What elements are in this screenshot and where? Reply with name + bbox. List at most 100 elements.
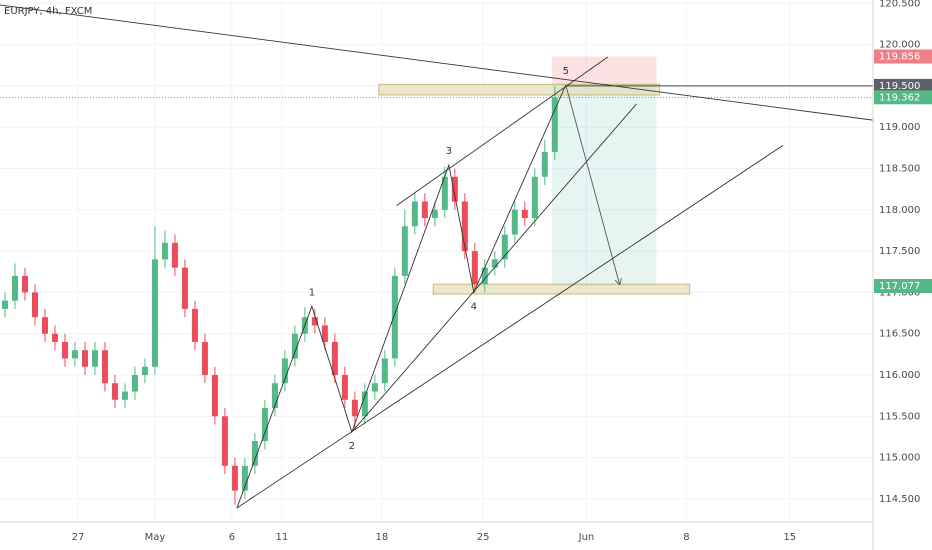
price-tag (874, 49, 932, 64)
candle-body (41, 317, 48, 334)
candle-body (141, 366, 148, 375)
candle-body (311, 317, 318, 326)
trend-line (351, 103, 637, 433)
candle-body (241, 465, 248, 491)
candle-body (431, 209, 438, 219)
candle-body (381, 358, 388, 384)
y-tick-label: 116.500 (879, 329, 920, 340)
candle-body (191, 308, 198, 342)
x-tick-label: May (145, 532, 166, 543)
price-tag-label: 117.077 (879, 281, 920, 292)
candle-body (201, 341, 208, 375)
trend-line (236, 144, 784, 509)
price-tag (874, 90, 932, 105)
candle-body (551, 97, 558, 152)
price-tag-label: 119.856 (879, 51, 920, 62)
candle-body (281, 358, 288, 384)
candle-body (251, 441, 258, 466)
candle-body (341, 374, 348, 400)
zone (432, 283, 691, 295)
candle-body (171, 242, 178, 268)
candle-body (471, 251, 478, 285)
y-tick-label: 117.500 (879, 246, 920, 257)
trend-line (0, 4, 873, 121)
price-tag (874, 78, 932, 93)
price-tag-label: 119.500 (879, 81, 920, 92)
x-tick-label: Jun (578, 532, 595, 543)
zone (378, 83, 661, 96)
axes: 114.500 115.000 115.500 116.000 116.500 117.0… (72, 0, 932, 543)
candle-body (111, 383, 118, 400)
candle-body (61, 341, 68, 359)
arrow-head (614, 279, 621, 286)
candle-body (271, 383, 278, 409)
x-tick-label: 25 (477, 532, 490, 543)
candle-body (351, 399, 358, 417)
x-tick-label: 11 (276, 532, 289, 543)
candle-body (161, 242, 168, 260)
wave-label: 1 (309, 287, 315, 298)
candle-body (511, 209, 518, 235)
x-tick-label: 8 (683, 532, 689, 543)
candle-body (101, 350, 108, 384)
candle-body (531, 176, 538, 219)
wave-label: 4 (471, 301, 477, 312)
candle-body (491, 259, 498, 268)
candle-body (451, 176, 458, 202)
y-tick-label: 118.000 (879, 205, 920, 216)
candle-body (11, 275, 18, 301)
wave-label: 3 (446, 146, 452, 157)
chart-title: EURJPY, 4h, FXCM (4, 6, 92, 17)
wave-label: 5 (563, 66, 569, 77)
price-tag-label: 119.362 (879, 92, 920, 103)
y-tick-label: 115.000 (879, 453, 920, 464)
candle-body (151, 259, 158, 367)
y-tick-label: 114.500 (879, 494, 920, 505)
candle-body (411, 201, 418, 227)
candle-body (51, 333, 58, 342)
x-tick-label: 18 (375, 532, 388, 543)
x-tick-label: 6 (229, 532, 235, 543)
candle-body (71, 350, 78, 359)
stop-zone (551, 56, 657, 86)
candle-body (121, 391, 128, 400)
candle-body (521, 209, 528, 219)
wave-label: 2 (349, 441, 355, 452)
target-zone (551, 85, 657, 287)
candle-body (391, 275, 398, 359)
y-tick-label: 120.500 (879, 0, 920, 9)
y-tick-label: 115.500 (879, 411, 920, 422)
candle-body (501, 234, 508, 260)
candle-body (401, 226, 408, 276)
arrow-head (619, 278, 622, 286)
candle-body (541, 151, 548, 177)
candle-body (441, 176, 448, 210)
candle-body (461, 201, 468, 252)
candle-body (81, 350, 88, 367)
candle-body (221, 416, 228, 466)
candle-body (1, 300, 8, 309)
candle-body (21, 275, 28, 293)
x-tick-label: 15 (783, 532, 796, 543)
y-tick-label: 119.000 (879, 122, 920, 133)
candle-body (481, 267, 488, 285)
candle-body (211, 374, 218, 417)
candle-body (361, 391, 368, 417)
trend-line (396, 56, 609, 207)
candle-body (331, 341, 338, 375)
grid (0, 0, 873, 522)
y-tick-label: 118.500 (879, 163, 920, 174)
candle-body (131, 374, 138, 392)
arrow (565, 84, 621, 286)
candle-body (181, 267, 188, 309)
candle-body (231, 465, 238, 491)
candle-body (371, 383, 378, 392)
candle-body (261, 408, 268, 442)
candle-body (321, 325, 328, 342)
y-tick-label: 116.000 (879, 370, 920, 381)
y-tick-label: 120.000 (879, 40, 920, 51)
candle-body (31, 292, 38, 318)
price-tag (874, 279, 932, 294)
